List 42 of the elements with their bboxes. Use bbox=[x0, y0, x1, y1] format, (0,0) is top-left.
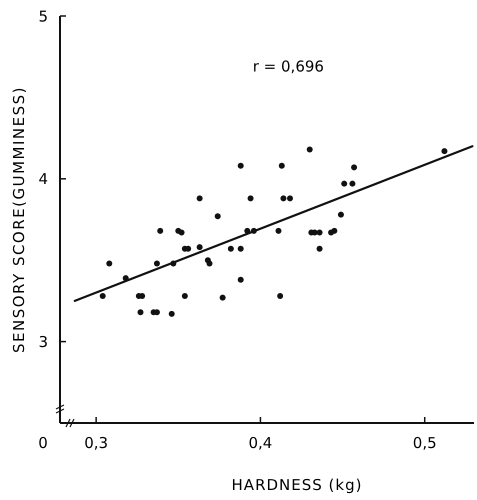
point bbox=[154, 260, 160, 266]
point bbox=[278, 162, 285, 169]
point bbox=[138, 309, 144, 316]
point bbox=[196, 195, 203, 202]
y-tick-label: 5 bbox=[38, 7, 48, 26]
point bbox=[316, 246, 323, 252]
x-tick-label: 0,5 bbox=[412, 434, 437, 452]
x-axis-title: HARDNESS (kg) bbox=[232, 476, 362, 494]
point bbox=[287, 195, 293, 202]
point bbox=[338, 212, 344, 218]
annotation: r = 0,696 bbox=[252, 58, 324, 76]
point bbox=[238, 162, 244, 169]
y-tick-label: 4 bbox=[38, 170, 48, 188]
point bbox=[341, 180, 348, 187]
point bbox=[238, 276, 244, 283]
point bbox=[248, 195, 254, 202]
y-axis-title: SENSORY SCORE(GUMMINESS) bbox=[10, 86, 28, 353]
point bbox=[331, 228, 338, 234]
point bbox=[349, 180, 356, 187]
point bbox=[214, 213, 221, 220]
point bbox=[238, 246, 244, 252]
point bbox=[276, 228, 282, 234]
x-tick-label: 0,3 bbox=[84, 434, 108, 452]
point bbox=[182, 293, 188, 300]
point bbox=[157, 228, 164, 234]
point bbox=[196, 244, 203, 250]
point bbox=[280, 195, 286, 202]
point bbox=[228, 246, 234, 252]
point bbox=[277, 293, 284, 300]
point bbox=[441, 148, 448, 154]
point bbox=[306, 146, 313, 152]
point bbox=[178, 230, 185, 236]
point bbox=[106, 260, 112, 266]
point bbox=[206, 260, 212, 266]
point bbox=[351, 164, 358, 170]
y-tick-label: 3 bbox=[38, 332, 48, 351]
x-tick-label: 0,4 bbox=[248, 434, 272, 452]
point bbox=[220, 294, 226, 301]
point bbox=[316, 230, 323, 236]
text: 0 bbox=[38, 434, 48, 452]
point bbox=[100, 293, 106, 300]
point bbox=[168, 310, 175, 317]
